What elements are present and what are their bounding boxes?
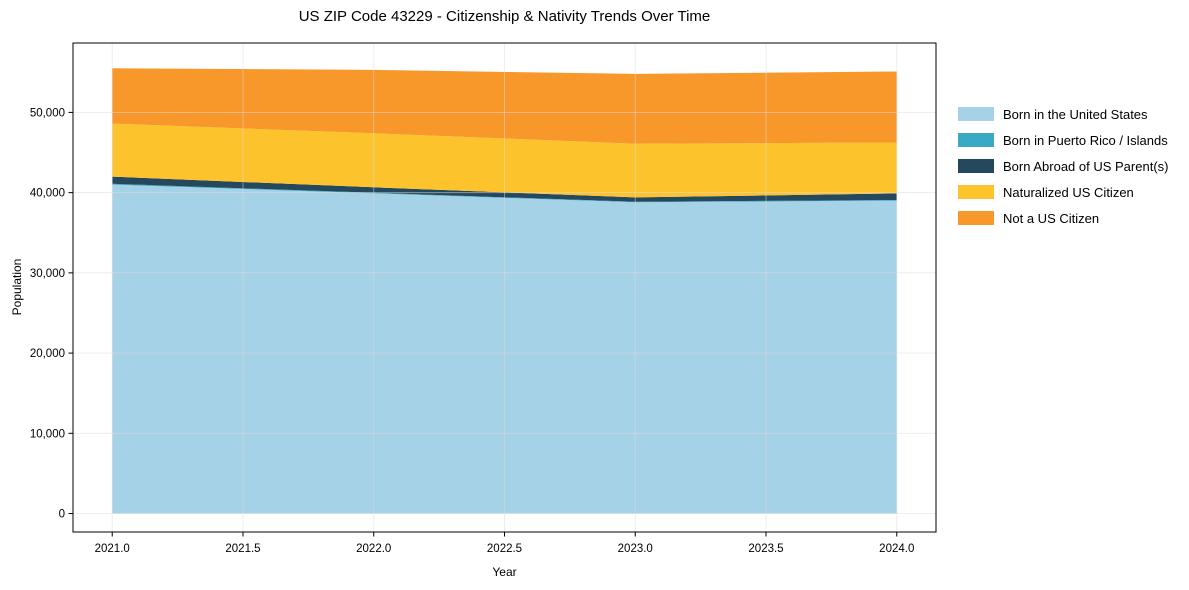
legend: Born in the United States Born in Puerto … bbox=[958, 107, 1168, 237]
legend-label: Born in the United States bbox=[1003, 106, 1148, 122]
legend-swatch bbox=[958, 133, 994, 147]
legend-swatch bbox=[958, 159, 994, 173]
x-tick-label: 2023.5 bbox=[748, 543, 783, 555]
legend-swatch bbox=[958, 185, 994, 199]
legend-label: Born Abroad of US Parent(s) bbox=[1003, 158, 1169, 174]
x-tick-label: 2023.0 bbox=[618, 543, 653, 555]
y-tick-label: 50,000 bbox=[30, 107, 65, 119]
x-axis-label: Year bbox=[492, 565, 517, 579]
x-tick-label: 2021.0 bbox=[95, 543, 130, 555]
y-axis-label: Population bbox=[10, 258, 24, 316]
x-tick-label: 2024.0 bbox=[879, 543, 914, 555]
y-tick-label: 0 bbox=[59, 509, 65, 521]
legend-item-born-in-the-united-states: Born in the United States bbox=[958, 106, 1168, 122]
y-tick-label: 20,000 bbox=[30, 348, 65, 360]
legend-label: Born in Puerto Rico / Islands bbox=[1003, 132, 1168, 148]
x-tick-label: 2021.5 bbox=[225, 543, 260, 555]
legend-item-born-abroad-of-us-parent-s: Born Abroad of US Parent(s) bbox=[958, 158, 1169, 174]
chart-title: US ZIP Code 43229 - Citizenship & Nativi… bbox=[298, 8, 711, 25]
y-tick-label: 10,000 bbox=[30, 428, 65, 440]
legend-label: Not a US Citizen bbox=[1003, 210, 1100, 226]
x-tick-label: 2022.5 bbox=[487, 543, 522, 555]
legend-item-naturalized-us-citizen: Naturalized US Citizen bbox=[958, 184, 1168, 200]
legend-label: Naturalized US Citizen bbox=[1003, 184, 1134, 200]
legend-item-not-a-us-citizen: Not a US Citizen bbox=[958, 210, 1168, 226]
legend-swatch bbox=[958, 107, 994, 121]
legend-item-born-in-puerto-rico-islands: Born in Puerto Rico / Islands bbox=[958, 132, 1168, 148]
legend-swatch bbox=[958, 211, 994, 225]
x-tick-label: 2022.0 bbox=[356, 543, 391, 555]
y-tick-label: 30,000 bbox=[30, 268, 65, 280]
y-tick-label: 40,000 bbox=[30, 188, 65, 200]
